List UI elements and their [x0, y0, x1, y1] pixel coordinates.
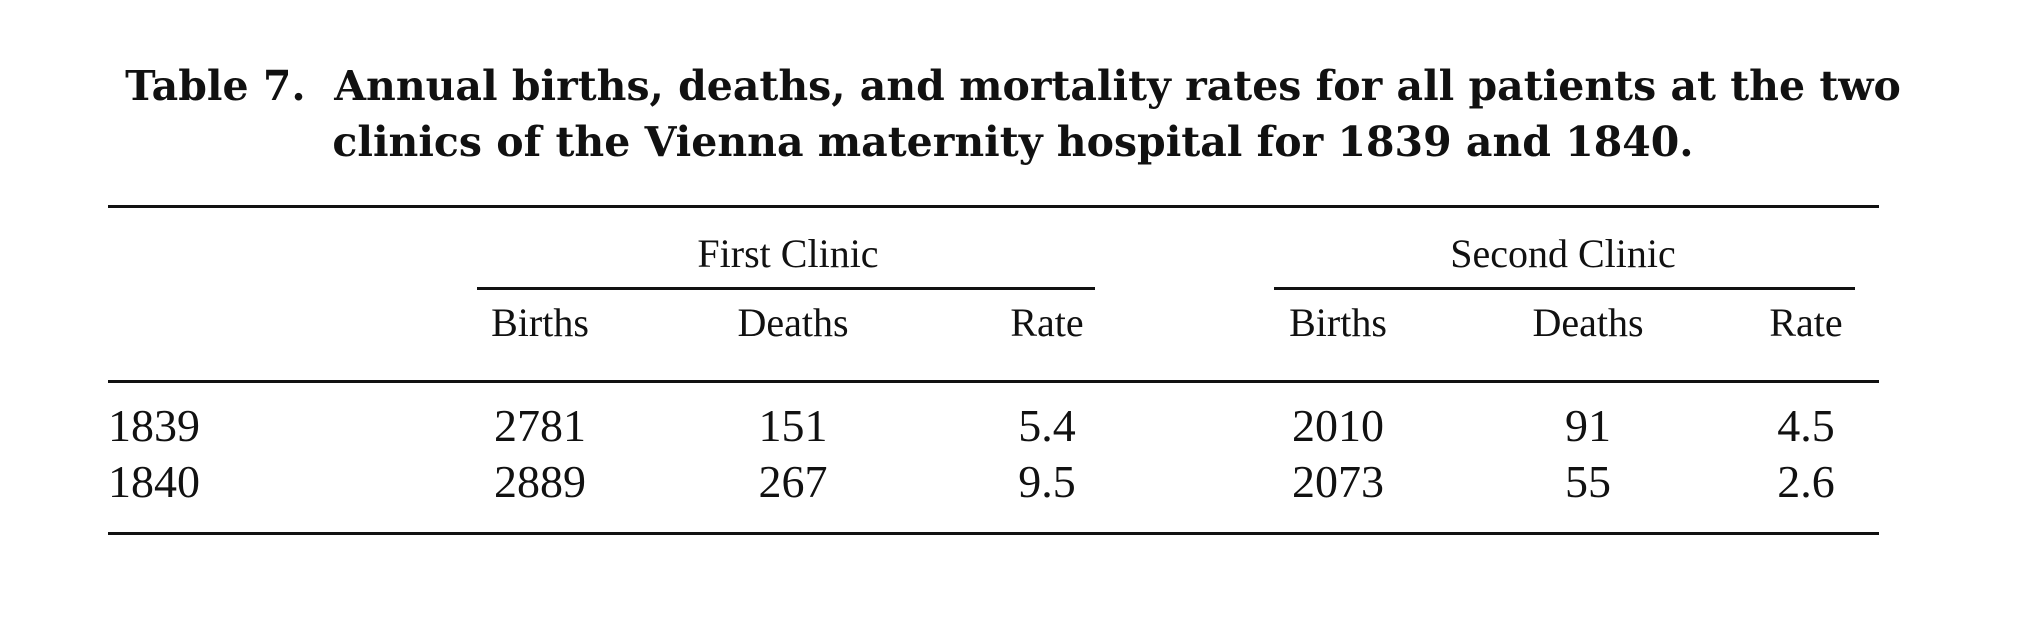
caption-line-2: clinics of the Vienna maternity hospital… — [332, 118, 1694, 166]
column-header-second-deaths: Deaths — [1532, 300, 1644, 345]
cell-second-deaths: 91 — [1565, 400, 1611, 451]
group-header-second-clinic: Second Clinic — [1450, 231, 1676, 276]
cell-first-births: 2889 — [494, 456, 586, 507]
cell-first-births: 2781 — [494, 400, 586, 451]
row-year: 1839 — [108, 400, 200, 451]
second-clinic-spanner-rule — [1274, 287, 1855, 290]
cell-first-deaths: 267 — [758, 456, 828, 507]
cell-second-rate: 2.6 — [1777, 456, 1835, 507]
cell-first-rate: 5.4 — [1018, 400, 1076, 451]
column-header-second-births: Births — [1289, 300, 1387, 345]
column-header-first-births: Births — [491, 300, 589, 345]
cell-second-births: 2010 — [1292, 400, 1384, 451]
column-header-first-rate: Rate — [1010, 300, 1084, 345]
caption-line-1: Table 7. Annual births, deaths, and mort… — [125, 62, 1901, 110]
cell-first-rate: 9.5 — [1018, 456, 1076, 507]
table-top-rule — [108, 205, 1879, 208]
table-bottom-rule — [108, 532, 1879, 535]
cell-second-births: 2073 — [1292, 456, 1384, 507]
first-clinic-spanner-rule — [477, 287, 1095, 290]
table-caption: Table 7. Annual births, deaths, and mort… — [0, 58, 2026, 170]
cell-second-deaths: 55 — [1565, 456, 1611, 507]
header-bottom-rule — [108, 380, 1879, 383]
cell-first-deaths: 151 — [758, 400, 828, 451]
cell-second-rate: 4.5 — [1777, 400, 1835, 451]
column-header-second-rate: Rate — [1769, 300, 1843, 345]
column-header-first-deaths: Deaths — [737, 300, 849, 345]
group-header-first-clinic: First Clinic — [697, 231, 879, 276]
row-year: 1840 — [108, 456, 200, 507]
